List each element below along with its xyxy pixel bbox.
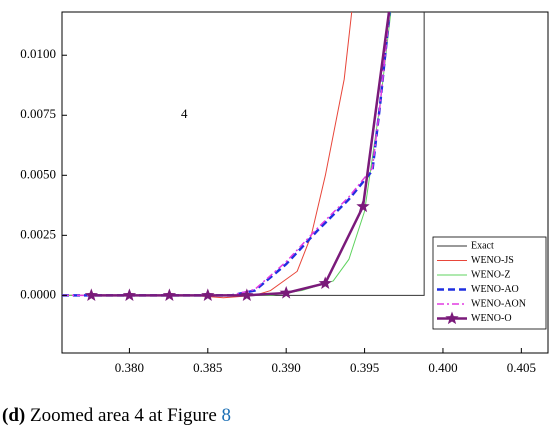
star-marker [122, 288, 137, 302]
y-tick-label: 0.0075 [20, 106, 56, 121]
x-tick-label: 0.405 [507, 360, 536, 375]
caption: (d) Zoomed area 4 at Figure 8 [2, 405, 231, 427]
series-line [62, 12, 353, 299]
star-marker [240, 288, 254, 302]
y-tick-label: 0.0025 [20, 226, 56, 241]
annotation: 4 [181, 106, 188, 121]
series-line [62, 12, 391, 297]
plot-frame [61, 11, 549, 354]
caption-label: (d) [2, 405, 26, 426]
y-tick-label: 0.0050 [20, 166, 56, 181]
x-tick-label: 0.395 [350, 360, 379, 375]
caption-text: Zoomed area 4 at Figure [29, 405, 217, 426]
chart: 0.0000 0.0025 0.0050 0.0075 0.0100 0.380 0.385… [20, 0, 549, 375]
star-marker [162, 288, 177, 302]
x-tick-label: 0.385 [193, 360, 222, 375]
legend-label: WENO-Z [471, 269, 510, 280]
x-tick-label: 0.380 [115, 360, 144, 375]
star-marker [279, 285, 293, 299]
y-tick-label: 0.0100 [20, 46, 56, 61]
series-line [62, 12, 392, 296]
x-tick-label: 0.400 [428, 360, 457, 375]
legend-label: Exact [471, 240, 494, 251]
legend-label: WENO-O [471, 313, 512, 324]
legend-marker [445, 311, 459, 325]
legend-label: WENO-AON [471, 298, 526, 309]
x-tick-label: 0.390 [272, 360, 301, 375]
legend-label: WENO-AO [471, 284, 519, 295]
star-marker [201, 288, 215, 302]
legend-label: WENO-JS [471, 255, 514, 266]
plot-area [62, 0, 425, 302]
star-marker [356, 199, 370, 213]
caption-ref: 8 [221, 405, 232, 426]
star-marker [385, 0, 398, 1]
series-line [91, 12, 391, 297]
star-marker [318, 276, 332, 290]
series-line [62, 12, 391, 297]
y-tick-label: 0.0000 [20, 286, 56, 301]
star-marker [84, 288, 98, 302]
